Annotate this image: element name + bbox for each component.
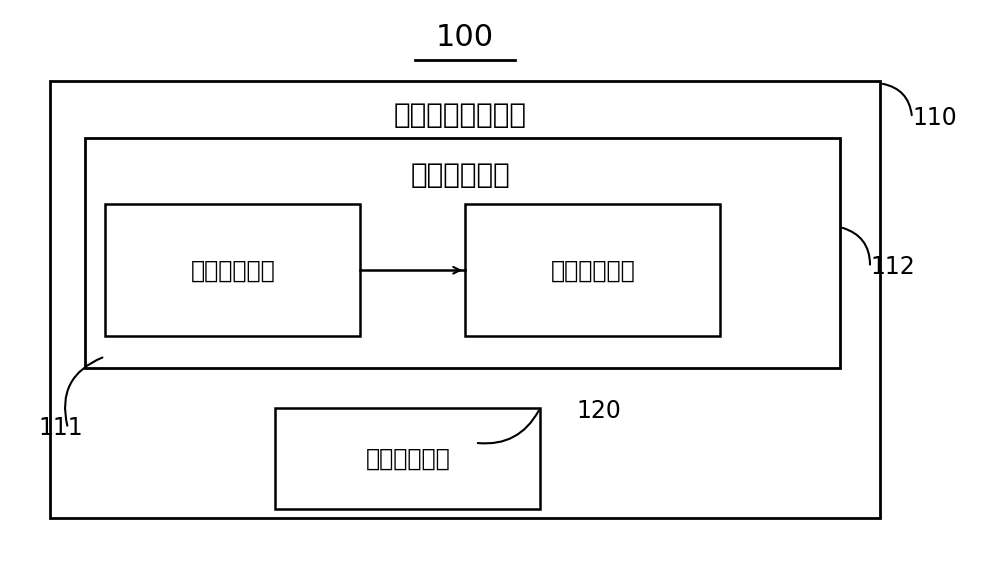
Text: 转换执行电路: 转换执行电路 (191, 258, 275, 282)
Text: 休眠唤醒控制电路: 休眠唤醒控制电路 (394, 101, 526, 129)
Bar (50, 81, 880, 518)
Text: 100: 100 (436, 23, 494, 52)
Text: 信号防护电路: 信号防护电路 (551, 258, 635, 282)
Text: 电阵检测电路: 电阵检测电路 (366, 447, 450, 471)
Bar (275, 408, 540, 509)
Text: 111: 111 (38, 416, 83, 440)
Text: 112: 112 (870, 255, 915, 279)
Text: 信号转换电路: 信号转换电路 (410, 162, 510, 189)
Bar (85, 138, 840, 368)
Bar (465, 204, 720, 336)
Bar (105, 204, 360, 336)
Text: 120: 120 (576, 399, 621, 423)
Text: 110: 110 (912, 106, 957, 130)
